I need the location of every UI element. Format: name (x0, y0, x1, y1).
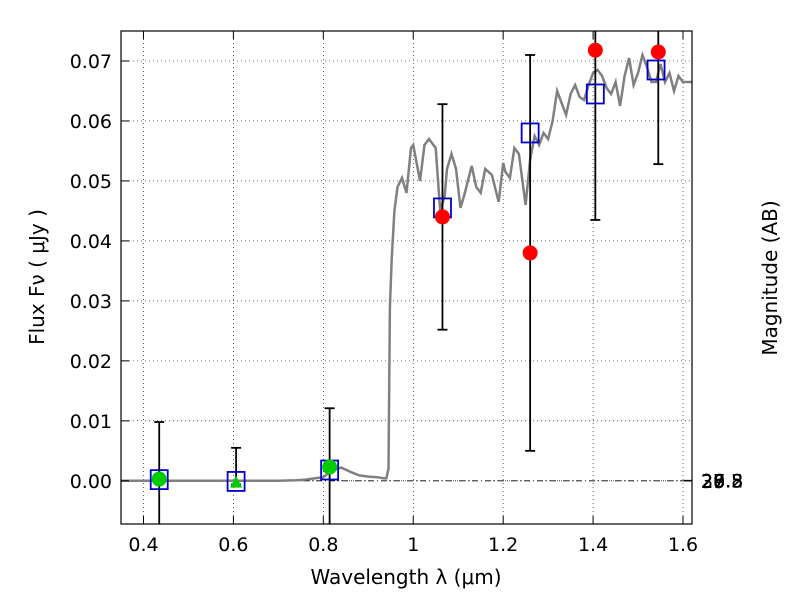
magnitude-tick-label: 28 (701, 471, 725, 493)
x-tick-label: 0.8 (308, 534, 338, 556)
magnitude-tick-label: 29 (701, 471, 725, 493)
error-bars (154, 31, 664, 524)
x-tick-label: 0.6 (218, 534, 248, 556)
magnitude-tick-label: 26.8 (701, 470, 743, 492)
model-photometry-square (226, 471, 246, 492)
y-tick-label: 0.01 (70, 411, 112, 433)
magnitude-tick-label: 30 (701, 471, 725, 493)
model-photometry-square (520, 122, 540, 144)
axis-ticks (121, 31, 692, 524)
right-axis-label: Magnitude (AB) (758, 200, 782, 355)
model-spectrum-line (121, 50, 692, 483)
observed-ir-point (650, 44, 666, 60)
y-tick-label: 0.00 (70, 471, 112, 493)
magnitude-tick-label: 27.5 (701, 471, 743, 493)
observed-points (151, 42, 666, 488)
grid (121, 31, 692, 524)
y-tick-label: 0.06 (70, 111, 112, 133)
y-axis-label: Flux Fν ( μJy ) (25, 209, 49, 345)
x-tick-label: 1.4 (578, 534, 608, 556)
observed-ir-point (522, 245, 538, 261)
observed-optical-point (151, 471, 167, 487)
y-tick-label: 0.02 (70, 351, 112, 373)
upper-limit-point (230, 475, 243, 488)
magnitude-tick-label: 27 (701, 470, 725, 492)
model-photometry-squares (149, 59, 666, 492)
observed-ir-point (587, 42, 603, 58)
y-tick-label: 0.07 (70, 51, 112, 73)
magnitude-tick-label: 27.2 (701, 471, 743, 493)
model-photometry-square (585, 83, 605, 105)
y-tick-label: 0.05 (70, 171, 112, 193)
x-axis-label: Wavelength λ (μm) (310, 565, 501, 589)
model-photometry-square (149, 469, 169, 491)
x-tick-labels: 0.4 0.6 0.8 1 1.2 1.4 1.6 (128, 534, 698, 556)
x-tick-label: 1.6 (668, 534, 698, 556)
y-tick-labels: 0.00 0.01 0.02 0.03 0.04 0.05 0.06 0.07 (70, 51, 112, 493)
magnitude-tick-label: 28.5 (701, 471, 743, 493)
x-tick-label: 1.2 (488, 534, 518, 556)
model-photometry-square (646, 59, 666, 81)
x-tick-label: 0.4 (128, 534, 158, 556)
observed-optical-point (322, 459, 338, 475)
plot-frame (120, 30, 693, 525)
observed-ir-point (434, 209, 450, 225)
x-tick-label: 1 (407, 534, 419, 556)
y-tick-label: 0.03 (70, 291, 112, 313)
y-tick-label: 0.04 (70, 231, 112, 253)
